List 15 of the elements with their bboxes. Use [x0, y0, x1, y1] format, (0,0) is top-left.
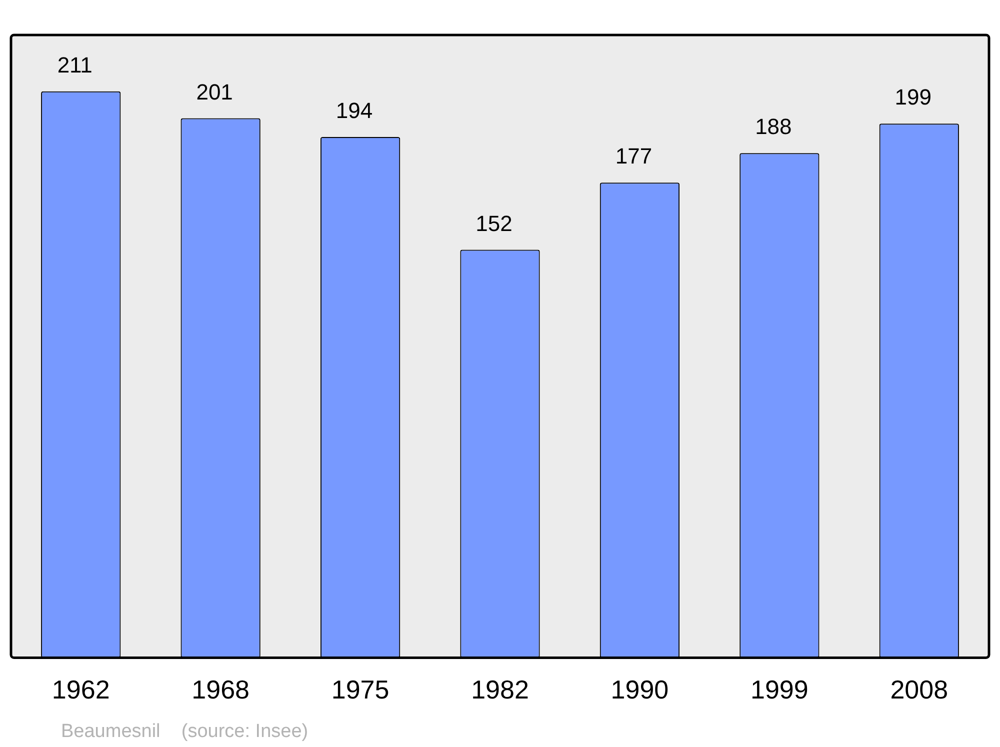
data-label: 201	[196, 79, 233, 104]
x-tick-label: 1975	[331, 674, 390, 705]
x-tick-label: 1982	[471, 674, 529, 705]
x-tick-label: 1999	[750, 674, 808, 705]
data-label: 177	[615, 144, 652, 169]
data-label: 211	[57, 52, 92, 78]
data-label: 188	[755, 114, 792, 140]
x-tick-label: 1962	[52, 674, 110, 705]
x-tick-label: 1990	[610, 674, 669, 705]
data-label: 152	[476, 210, 512, 236]
text: Beaumesnil (source: Insee)	[61, 721, 308, 742]
x-tick-label: 1968	[192, 674, 250, 705]
x-tick-label: 2008	[890, 674, 948, 705]
data-label: 199	[894, 84, 932, 110]
data-label: 194	[336, 98, 373, 124]
